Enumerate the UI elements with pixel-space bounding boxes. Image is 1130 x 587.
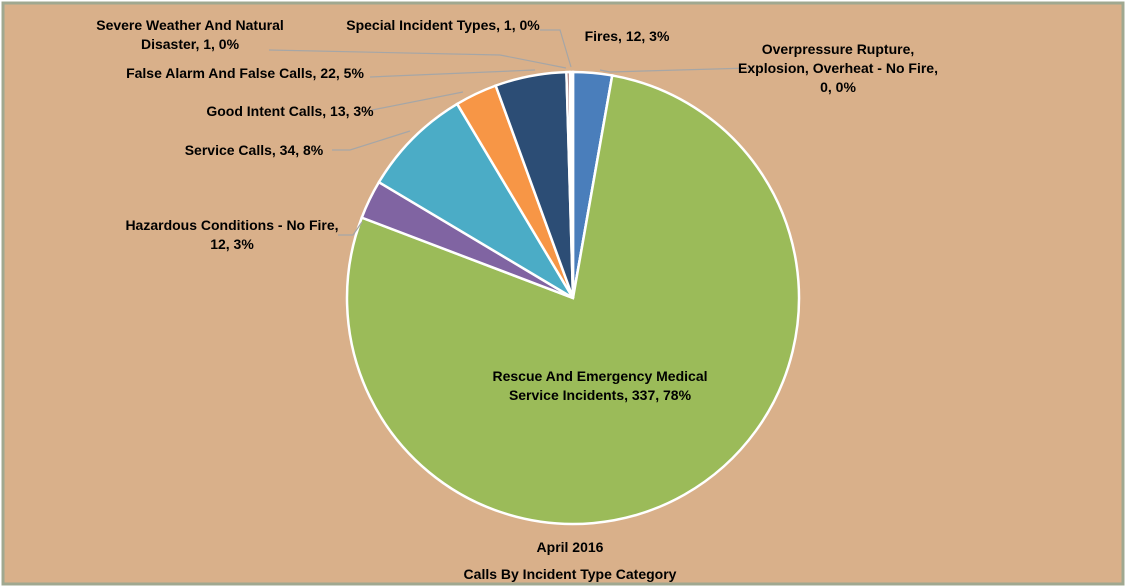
data-label: Overpressure Rupture, Explosion, Overhea… [738, 41, 938, 95]
leader-line [540, 29, 572, 68]
leader-lines [268, 29, 751, 236]
pie-slice [345, 73, 801, 526]
leader-line [369, 69, 536, 78]
data-label: Good Intent Calls, 13, 3% [206, 103, 374, 119]
data-label: Fires, 12, 3% [584, 28, 670, 44]
pie-slice [377, 102, 575, 300]
data-label: Service Calls, 34, 8% [184, 142, 324, 158]
data-label: Special Incident Types, 1, 0% [346, 17, 540, 33]
leader-line [268, 49, 567, 69]
pie-slice [568, 70, 575, 299]
leader-line [338, 221, 363, 236]
leader-line [332, 130, 411, 151]
data-label: Severe Weather And Natural Disaster, 1, … [96, 17, 284, 52]
data-label: Rescue And Emergency Medical Service Inc… [492, 368, 708, 403]
chart-title: April 2016 [536, 539, 604, 555]
leader-line [599, 67, 751, 73]
leader-line [371, 91, 464, 111]
data-label: Hazardous Conditions - No Fire, 12, 3% [125, 217, 339, 252]
pie [345, 70, 801, 526]
chart-subtitle: Calls By Incident Type Category [463, 566, 677, 582]
data-label: False Alarm And False Calls, 22, 5% [126, 65, 364, 81]
